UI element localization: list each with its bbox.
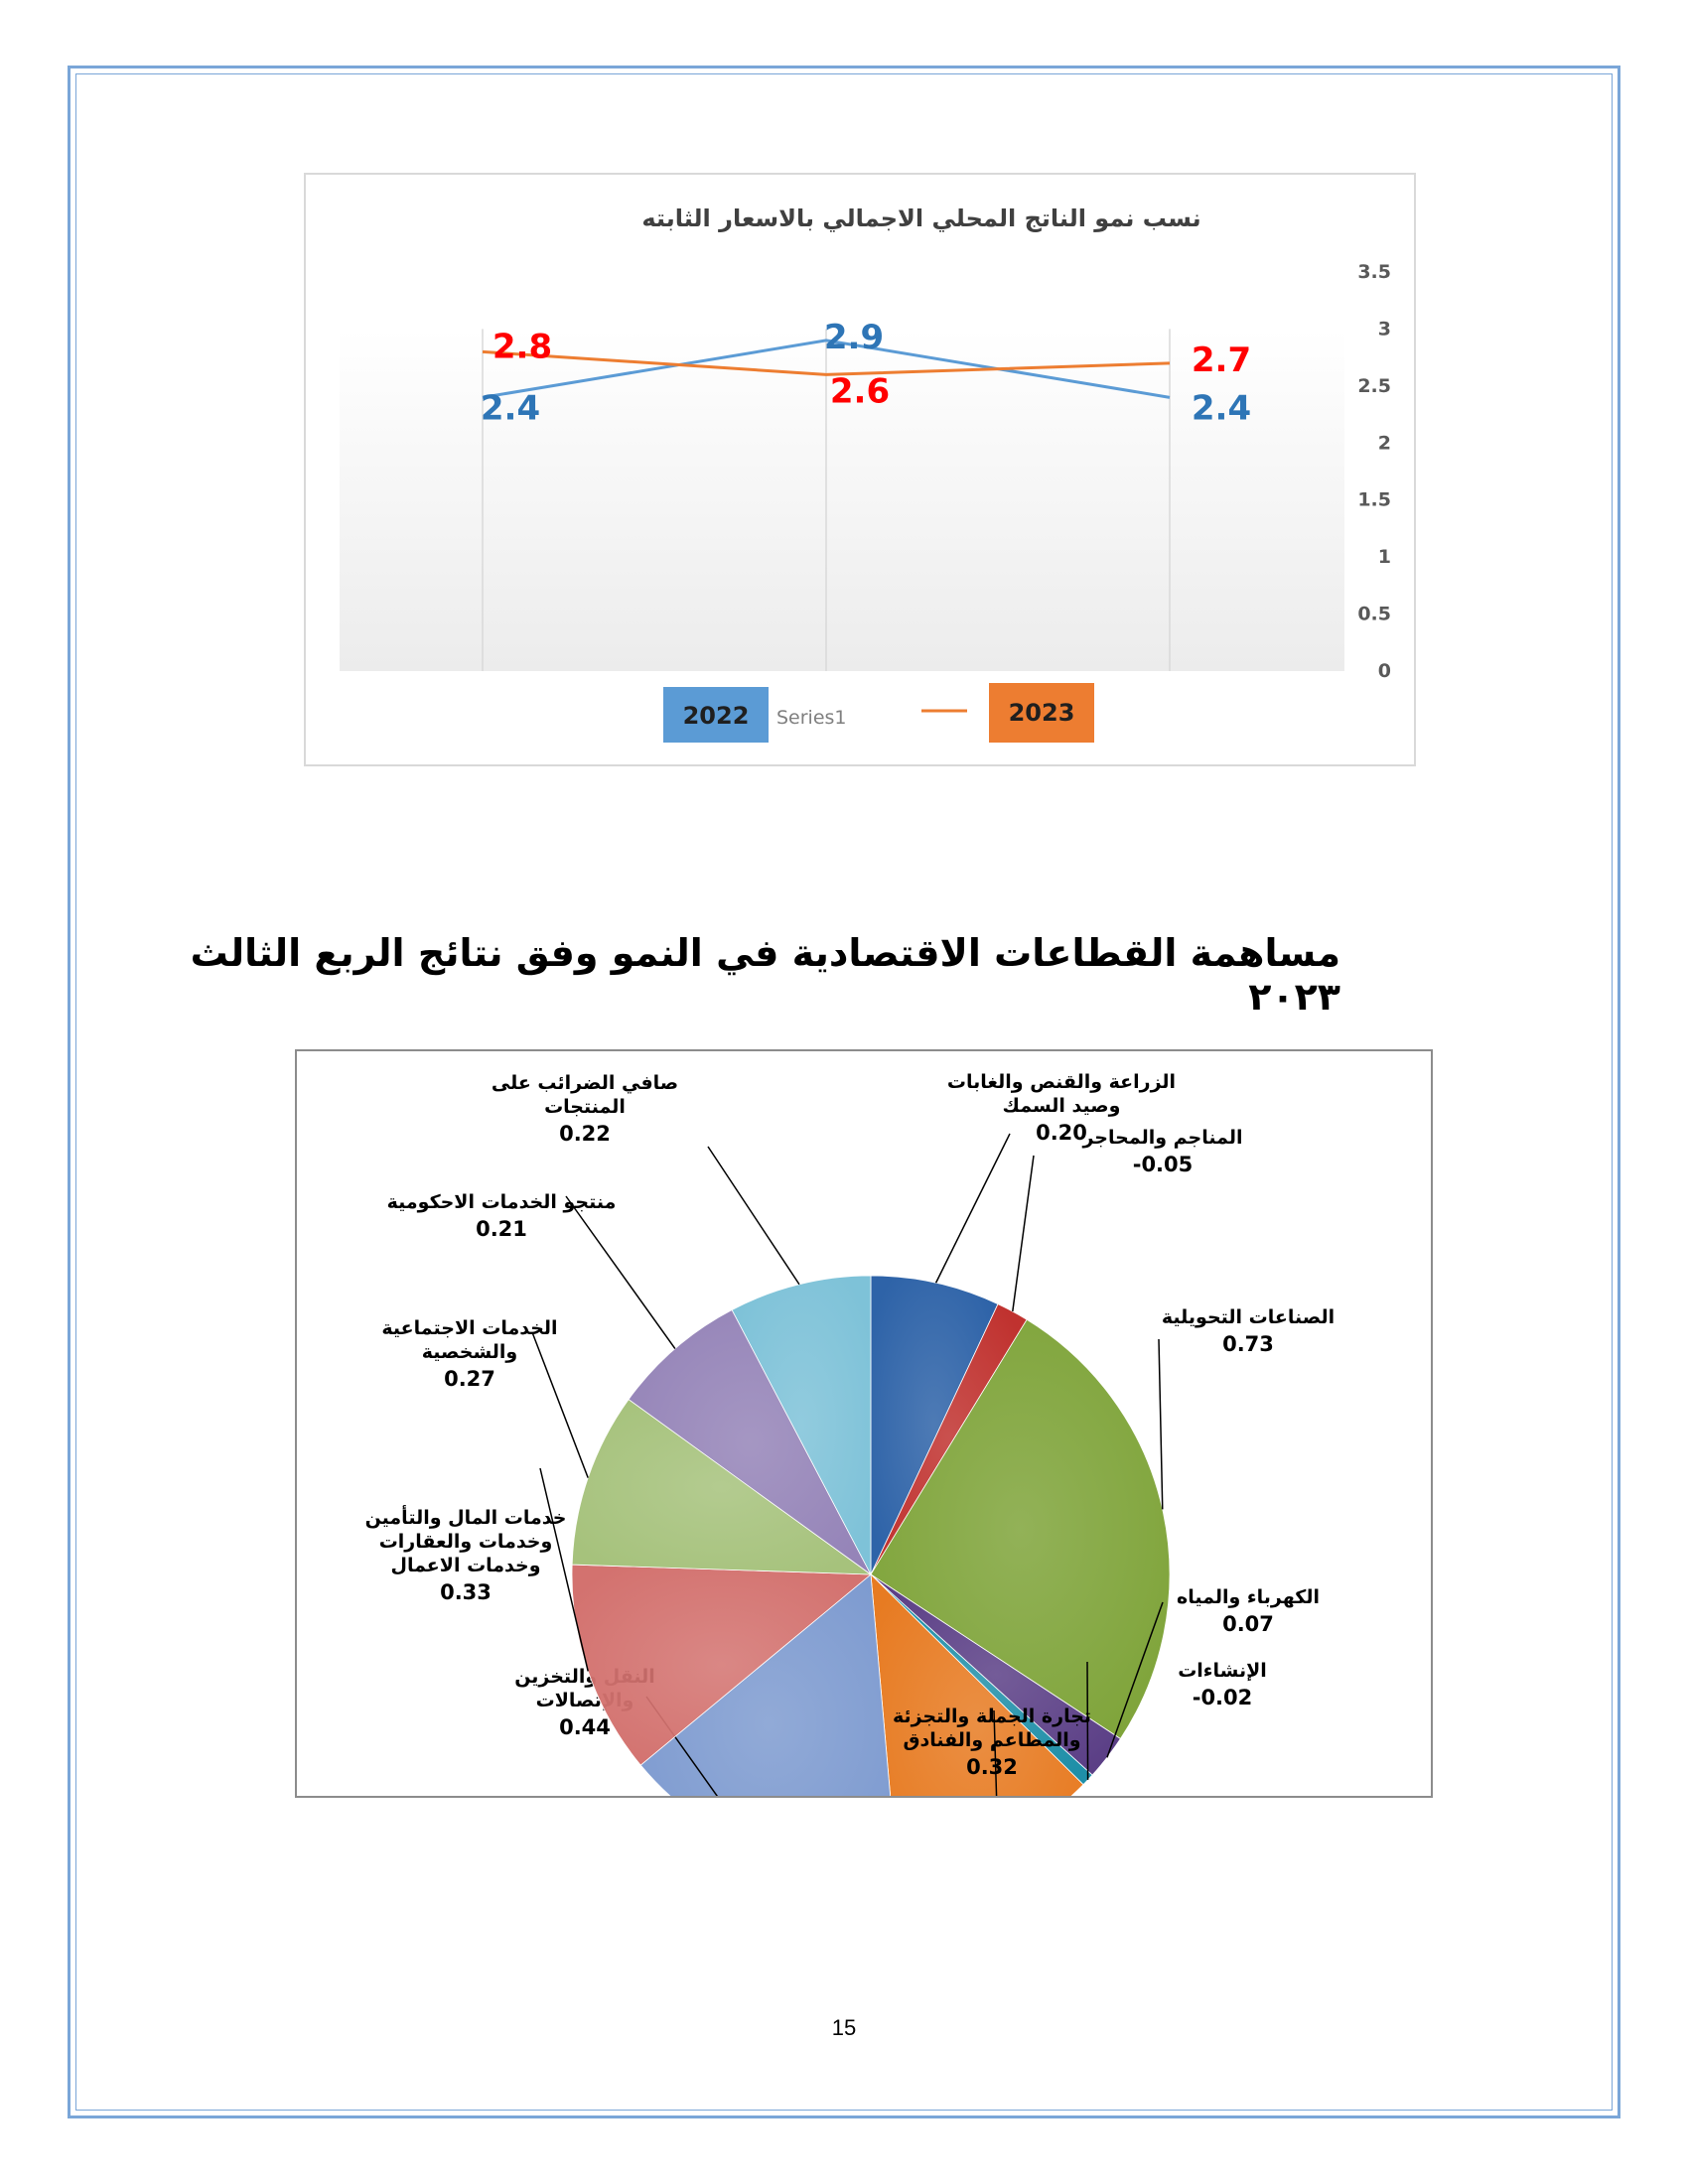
data-label: 2.6 — [830, 371, 890, 411]
slice-value: 0.73 — [1222, 1332, 1274, 1356]
y-tick-label: 3.5 — [1357, 261, 1391, 283]
plot-area — [340, 329, 1344, 671]
slice-value: 0.32 — [966, 1755, 1018, 1779]
page-border-inner — [75, 73, 1613, 2111]
y-tick-label: 1 — [1378, 546, 1391, 568]
slice-label: الكهرباء والمياه — [1177, 1586, 1320, 1608]
data-label: 2.7 — [1192, 341, 1251, 380]
pie-slice — [870, 1318, 1171, 1740]
slice-label: تجارة الجملة والتجزئة — [893, 1706, 1091, 1727]
y-tick-label: 1.5 — [1357, 489, 1391, 511]
leader-line — [531, 1331, 589, 1478]
slice-label: المنتجات — [544, 1096, 626, 1118]
leader-line — [539, 1467, 589, 1672]
slice-label: الزراعة والقنص والغابات — [947, 1071, 1176, 1093]
data-label: 2.4 — [481, 388, 540, 428]
legend-label: Series1 — [776, 707, 847, 729]
pie-slice — [628, 1308, 872, 1575]
slice-label: وصيد السمك — [1003, 1095, 1121, 1117]
chart-title: نسب نمو الناتج المحلي الاجمالي بالاسعار … — [641, 205, 1200, 232]
pie-slice — [571, 1399, 873, 1575]
leader-line — [1012, 1155, 1035, 1312]
leader-line — [565, 1195, 676, 1349]
slice-label: وخدمات الاعمال — [390, 1555, 540, 1576]
y-tick-label: 3 — [1378, 318, 1391, 340]
slice-value: 0.33 — [440, 1580, 492, 1604]
slice-label: منتجو الخدمات الاحكومية — [387, 1191, 617, 1213]
y-tick-label: 0.5 — [1357, 604, 1391, 625]
legend-label: 2022 — [683, 702, 750, 730]
slice-value: -0.02 — [1193, 1686, 1253, 1709]
leader-line — [1158, 1338, 1164, 1510]
slice-value: 0.27 — [444, 1367, 495, 1391]
line-chart-svg: نسب نمو الناتج المحلي الاجمالي بالاسعار … — [340, 205, 1391, 743]
slice-label: والشخصية — [422, 1341, 517, 1363]
sector-contribution-pie-chart: الزراعة والقنص والغابات وصيد السمك 0.20 الم… — [295, 1049, 1433, 1874]
gdp-growth-line-chart: نسب نمو الناتج المحلي الاجمالي بالاسعار … — [304, 173, 1416, 766]
slice-label: الصناعات التحويلية — [1162, 1306, 1335, 1328]
slice-label: خدمات المال والتأمين — [365, 1505, 567, 1529]
data-label: 2.4 — [1192, 388, 1251, 428]
slice-value: 0.07 — [1222, 1612, 1274, 1636]
slice-value: 0.21 — [476, 1217, 527, 1241]
slice-value: 0.22 — [559, 1122, 611, 1146]
leader-line — [934, 1133, 1011, 1284]
y-tick-label: 2 — [1378, 432, 1391, 454]
legend-label: 2023 — [1009, 699, 1075, 727]
leader-line — [1106, 1601, 1164, 1758]
series-line-2023 — [482, 349, 1171, 376]
slice-label: صافي الضرائب على — [492, 1072, 678, 1094]
slice-label: المناجم والمحاجر — [1081, 1127, 1242, 1149]
y-tick-label: 2.5 — [1357, 375, 1391, 397]
legend-item-2023 — [989, 683, 1094, 743]
pie-slice — [731, 1275, 872, 1575]
slice-label: الخدمات الاجتماعية — [381, 1317, 557, 1339]
page-number: 15 — [831, 2015, 857, 2040]
page-border-outer — [68, 66, 1620, 2118]
legend-item-2022 — [663, 687, 769, 743]
slice-label: وخدمات والعقارات — [379, 1531, 553, 1553]
slice-value: 0.20 — [1036, 1121, 1087, 1145]
slice-value: -0.05 — [1133, 1153, 1194, 1176]
slice-label: والمطاعم والفنادق — [903, 1729, 1080, 1751]
data-label: 2.9 — [824, 318, 884, 357]
leader-line — [707, 1146, 800, 1286]
series-line-2022 — [482, 339, 1171, 399]
slice-value: 0.44 — [559, 1715, 611, 1739]
data-label: 2.8 — [492, 327, 552, 366]
y-tick-label: 0 — [1378, 660, 1391, 682]
pie-slice — [870, 1275, 999, 1575]
slice-label: الإنشاءات — [1178, 1660, 1267, 1682]
section-heading: مساهمة القطاعات الاقتصادية في النمو وفق … — [190, 931, 1340, 1019]
leader-line — [1086, 1661, 1089, 1780]
